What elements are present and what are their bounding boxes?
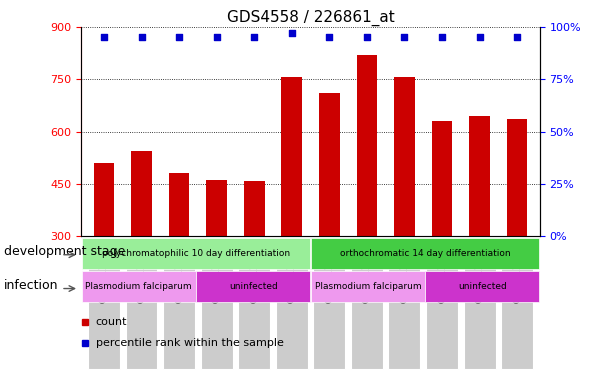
Point (437, 34, 447, 40)
Bar (319, 93, 339, 236)
Bar (93, 163, 115, 236)
FancyBboxPatch shape (197, 271, 310, 302)
FancyBboxPatch shape (82, 238, 310, 268)
Point (99, 34, 109, 40)
Bar (282, 78, 302, 236)
Text: infection: infection (4, 279, 58, 292)
Text: GSM611262: GSM611262 (475, 243, 485, 303)
Text: orthochromatic 14 day differentiation: orthochromatic 14 day differentiation (340, 248, 510, 258)
Point (362, 34, 371, 40)
Bar (469, 116, 490, 236)
FancyBboxPatch shape (201, 247, 233, 369)
Text: uninfected: uninfected (458, 282, 507, 291)
Text: Plasmodium falciparum: Plasmodium falciparum (86, 282, 192, 291)
Bar (432, 121, 452, 236)
FancyBboxPatch shape (163, 247, 195, 369)
Text: GSM611266: GSM611266 (399, 244, 409, 303)
Text: GSM611260: GSM611260 (174, 244, 184, 303)
Point (212, 34, 221, 40)
FancyBboxPatch shape (238, 247, 270, 369)
FancyBboxPatch shape (125, 247, 157, 369)
Text: percentile rank within the sample: percentile rank within the sample (96, 338, 284, 348)
Point (287, 30, 297, 36)
Point (475, 34, 484, 40)
Text: GSM611261: GSM611261 (437, 244, 447, 303)
Text: GSM611258: GSM611258 (99, 243, 109, 303)
Title: GDS4558 / 226861_at: GDS4558 / 226861_at (227, 9, 394, 25)
Point (513, 34, 522, 40)
FancyBboxPatch shape (311, 271, 425, 302)
FancyBboxPatch shape (276, 247, 308, 369)
Point (250, 34, 259, 40)
Text: Plasmodium falciparum: Plasmodium falciparum (315, 282, 421, 291)
Point (137, 34, 147, 40)
Point (400, 34, 409, 40)
FancyBboxPatch shape (88, 247, 120, 369)
Bar (356, 55, 377, 236)
Text: GSM611265: GSM611265 (362, 243, 372, 303)
FancyBboxPatch shape (501, 247, 533, 369)
Text: GSM611264: GSM611264 (324, 244, 334, 303)
Bar (131, 151, 152, 236)
Text: uninfected: uninfected (229, 282, 277, 291)
Text: GSM611263: GSM611263 (512, 244, 522, 303)
FancyBboxPatch shape (388, 247, 420, 369)
FancyBboxPatch shape (82, 271, 195, 302)
Bar (206, 180, 227, 236)
FancyBboxPatch shape (426, 271, 539, 302)
Point (324, 34, 334, 40)
FancyBboxPatch shape (426, 247, 458, 369)
Text: development stage: development stage (4, 245, 125, 258)
Text: count: count (96, 317, 127, 327)
Bar (507, 119, 528, 236)
Text: GSM611259: GSM611259 (136, 243, 147, 303)
Text: GSM611255: GSM611255 (212, 243, 222, 303)
Bar (169, 174, 189, 236)
FancyBboxPatch shape (351, 247, 383, 369)
FancyBboxPatch shape (464, 247, 496, 369)
Text: GSM611257: GSM611257 (287, 243, 297, 303)
Text: GSM611256: GSM611256 (249, 243, 259, 303)
Bar (244, 181, 265, 236)
Bar (394, 78, 415, 236)
Text: polychromatophilic 10 day differentiation: polychromatophilic 10 day differentiatio… (102, 248, 290, 258)
FancyBboxPatch shape (311, 238, 539, 268)
Point (174, 34, 184, 40)
FancyBboxPatch shape (314, 247, 346, 369)
